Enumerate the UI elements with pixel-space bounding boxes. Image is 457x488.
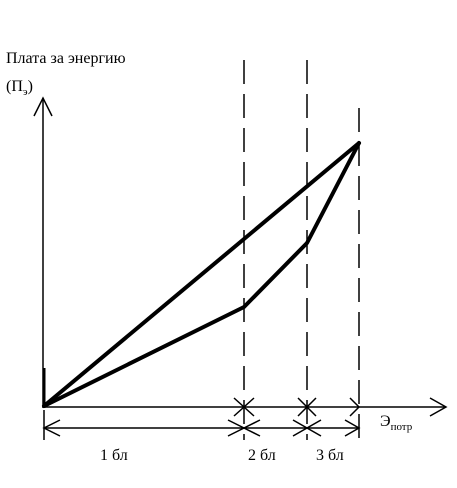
y-axis-title-symbol: (Пэ) bbox=[6, 78, 33, 101]
block-label-1: 1 бл bbox=[100, 447, 128, 464]
x-axis-title: Эпотр bbox=[380, 413, 412, 436]
axis-cross-ticks bbox=[233, 397, 361, 417]
x-axis-symbol-subscript: потр bbox=[390, 421, 413, 433]
y-axis-symbol-open: (П bbox=[6, 78, 23, 95]
block-tariff-line bbox=[42, 141, 361, 408]
block-label-2: 2 бл bbox=[248, 447, 276, 464]
y-axis-symbol-subscript: э bbox=[22, 86, 28, 98]
linear-tariff-line bbox=[42, 141, 361, 408]
y-axis-arrowhead bbox=[33, 96, 53, 117]
y-axis-symbol-close: ) bbox=[27, 78, 33, 95]
y-axis-title: Плата за энергию bbox=[6, 50, 126, 67]
dimension-arrows bbox=[42, 419, 361, 437]
x-axis-symbol: Э bbox=[380, 413, 391, 430]
block-label-3: 3 бл bbox=[316, 447, 344, 464]
x-axis-arrowhead bbox=[429, 397, 448, 417]
